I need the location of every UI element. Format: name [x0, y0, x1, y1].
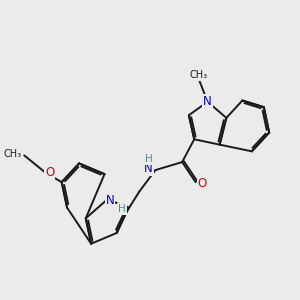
Text: N: N [144, 162, 153, 175]
Text: H: H [118, 204, 126, 214]
Text: CH₃: CH₃ [3, 149, 22, 159]
Text: H: H [145, 154, 153, 164]
Text: O: O [198, 177, 207, 190]
Text: N: N [106, 194, 114, 207]
Text: CH₃: CH₃ [189, 70, 207, 80]
Text: O: O [45, 166, 54, 179]
Text: N: N [203, 95, 212, 108]
